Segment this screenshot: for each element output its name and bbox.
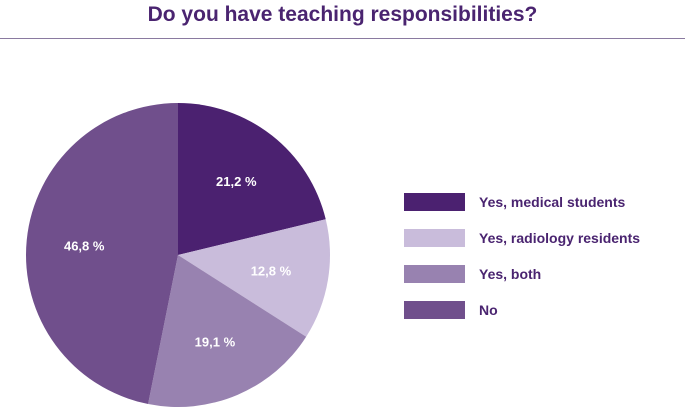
chart-title: Do you have teaching responsibilities?	[147, 3, 538, 26]
legend-label: Yes, radiology residents	[479, 230, 641, 246]
legend-swatch	[404, 265, 465, 283]
legend-item-radiology-residents: Yes, radiology residents	[404, 228, 640, 248]
slice-value-label: 19,1 %	[195, 335, 236, 350]
legend-swatch	[404, 301, 465, 319]
slice-value-label: 46,8 %	[64, 239, 105, 254]
slice-value-label: 12,8 %	[251, 263, 292, 278]
legend-label: Yes, medical students	[479, 194, 626, 210]
slice-no	[25, 103, 178, 405]
legend-item-both: Yes, both	[404, 264, 640, 284]
slice-radiology-residents	[178, 219, 330, 337]
legend-item-medical-students: Yes, medical students	[404, 192, 640, 212]
legend-label: Yes, both	[479, 266, 542, 282]
title-divider	[0, 38, 685, 39]
slice-value-label: 21,2 %	[216, 174, 257, 189]
slice-medical-students	[178, 103, 326, 255]
legend-item-no: No	[404, 300, 640, 320]
slice-both	[148, 255, 307, 407]
legend-label: No	[479, 302, 498, 318]
legend: Yes, medical students Yes, radiology res…	[404, 192, 640, 336]
legend-swatch	[404, 229, 465, 247]
legend-swatch	[404, 193, 465, 211]
